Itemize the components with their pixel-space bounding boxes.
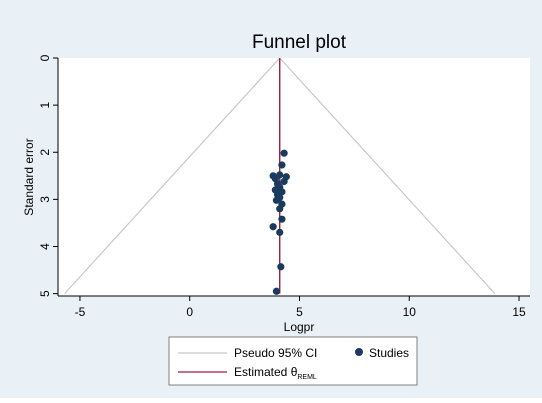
y-ticks: 0 1 2 3 4 5	[38, 54, 58, 297]
study-point	[278, 161, 286, 169]
legend-estimate-subscript: REML	[297, 374, 317, 381]
study-points	[269, 149, 290, 295]
legend-estimate-label: Estimated θREML	[234, 365, 317, 381]
x-tick-label: 15	[512, 305, 526, 319]
legend: Pseudo 95% CI Studies Estimated θREML	[168, 336, 418, 386]
legend-estimate-text: Estimated θ	[234, 365, 298, 379]
study-point	[276, 205, 284, 213]
study-point	[269, 223, 277, 231]
legend-box	[168, 336, 418, 386]
x-ticks: -5 0 5 10 15	[75, 296, 526, 319]
y-tick-label: 3	[38, 196, 52, 203]
x-tick-label: 0	[186, 305, 193, 319]
study-point	[277, 263, 285, 271]
ci-line-right	[279, 57, 496, 295]
legend-ci-label: Pseudo 95% CI	[234, 346, 317, 360]
x-tick-label: -5	[75, 305, 86, 319]
chart-title: Funnel plot	[252, 32, 347, 53]
study-point	[272, 287, 281, 295]
y-tick-label: 2	[38, 149, 52, 156]
study-point	[272, 196, 281, 204]
study-point	[278, 215, 286, 223]
y-tick-label: 1	[38, 101, 52, 108]
legend-studies-marker	[355, 348, 363, 356]
plot-area	[58, 58, 530, 296]
legend-studies-label: Studies	[369, 346, 409, 360]
x-tick-label: 5	[296, 305, 303, 319]
x-tick-label: 10	[403, 305, 417, 319]
y-tick-label: 4	[38, 243, 52, 250]
study-point	[276, 228, 284, 236]
axes	[57, 58, 530, 297]
pseudo-ci-layer	[64, 57, 496, 295]
y-tick-label: 5	[38, 290, 52, 297]
y-axis-label: Standard error	[22, 138, 36, 215]
x-axis-label: Logpr	[284, 320, 315, 334]
ci-line-left	[64, 57, 281, 295]
study-point	[280, 149, 288, 157]
y-tick-label: 0	[38, 54, 52, 61]
study-point	[280, 177, 288, 186]
